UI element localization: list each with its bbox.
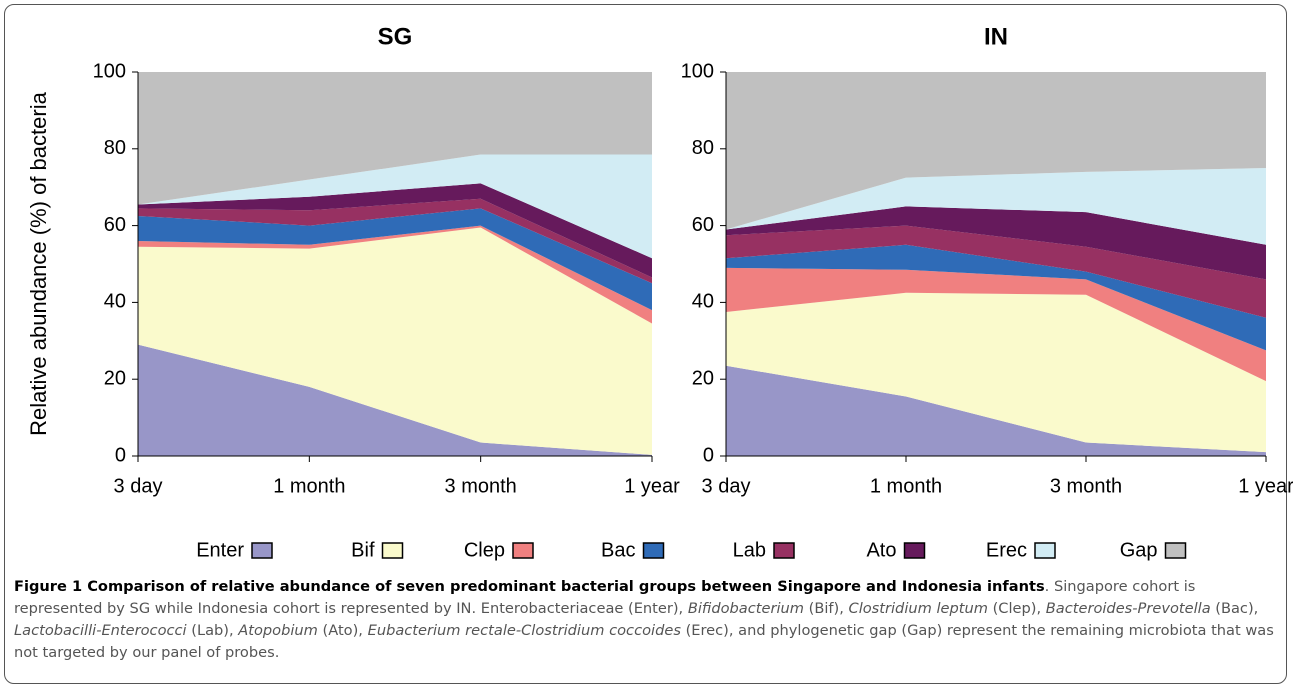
legend-swatch: [251, 542, 273, 559]
y-tick-label: 100: [93, 60, 126, 82]
area: [726, 365, 1266, 456]
figure-caption: Figure 1 Comparison of relative abundanc…: [14, 576, 1282, 664]
area: [726, 244, 1266, 351]
area: [138, 227, 652, 455]
legend-swatch: [1034, 542, 1056, 559]
y-tick-label: 60: [692, 214, 714, 236]
area: [138, 344, 652, 456]
caption-run: (Bif),: [803, 600, 849, 617]
y-axis-label: Relative abundance (%) of bacteria: [26, 91, 51, 435]
caption-run: (Bac),: [1210, 600, 1259, 617]
x-tick-label: 1 year: [624, 475, 680, 497]
caption-run: Bifidobacterium: [687, 600, 804, 617]
x-tick-label: 3 month: [1050, 475, 1122, 497]
y-tick-label: 20: [692, 367, 714, 389]
x-tick-label: 1 year: [1238, 475, 1293, 497]
area: [138, 72, 652, 205]
chart-title: IN: [984, 23, 1008, 50]
area: [726, 206, 1266, 280]
chart-title: SG: [378, 23, 413, 50]
y-tick-label: 60: [104, 214, 126, 236]
x-tick-label: 3 month: [445, 475, 517, 497]
area: [726, 168, 1266, 245]
caption-run: Eubacterium rectale-Clostridium coccoide…: [367, 622, 681, 639]
caption-run: (Lab),: [186, 622, 239, 639]
legend-label: Erec: [986, 539, 1027, 561]
figure-frame: [4, 4, 1287, 684]
x-tick-label: 3 day: [114, 475, 163, 497]
y-tick-label: 100: [681, 60, 714, 82]
caption-run: Clostridium leptum: [848, 600, 988, 617]
legend-label: Bac: [601, 539, 635, 561]
caption-run: (Ato),: [317, 622, 368, 639]
legend-label: Lab: [733, 539, 766, 561]
area: [726, 292, 1266, 453]
legend-label: Enter: [196, 539, 244, 561]
caption-run: (Erec), and phylogenetic gap (Gap) repre…: [14, 622, 1274, 661]
legend-label: Ato: [866, 539, 896, 561]
y-tick-label: 40: [692, 291, 714, 313]
legend-label: Gap: [1120, 539, 1158, 561]
area: [138, 208, 652, 311]
caption-run: (Clep),: [987, 600, 1046, 617]
caption-run: Figure 1 Comparison of relative abundanc…: [14, 578, 1045, 595]
legend-swatch: [1164, 542, 1187, 559]
y-tick-label: 20: [104, 367, 126, 389]
y-tick-label: 0: [115, 444, 126, 466]
legend-label: Clep: [464, 539, 505, 561]
area: [138, 198, 652, 284]
area: [726, 267, 1266, 382]
y-tick-label: 80: [692, 137, 714, 159]
y-tick-label: 40: [104, 291, 126, 313]
chart: SG 0 20 40 60 80 100 3 day 1 month 3 month 1 year R…: [26, 23, 1293, 561]
legend-swatch: [903, 542, 926, 559]
y-tick-label: 80: [104, 137, 126, 159]
x-tick-label: 1 month: [273, 475, 345, 497]
legend-swatch: [512, 542, 534, 559]
y-tick-label: 0: [703, 444, 714, 466]
area: [138, 154, 652, 259]
caption-run: . Singapore cohort is represented by SG …: [14, 578, 1196, 617]
legend-swatch: [381, 542, 404, 559]
legend-swatch: [642, 542, 665, 559]
x-tick-label: 3 day: [702, 475, 751, 497]
caption-run: Atopobium: [238, 622, 318, 639]
legend-swatch: [773, 542, 795, 559]
area: [726, 72, 1266, 230]
area: [138, 225, 652, 324]
legend-label: Bif: [351, 539, 375, 561]
area: [138, 183, 652, 278]
caption-run: Bacteroides-Prevotella: [1045, 600, 1211, 617]
caption-run: Lactobacilli-Enterococci: [14, 622, 187, 639]
x-tick-label: 1 month: [870, 475, 942, 497]
area: [726, 225, 1266, 318]
